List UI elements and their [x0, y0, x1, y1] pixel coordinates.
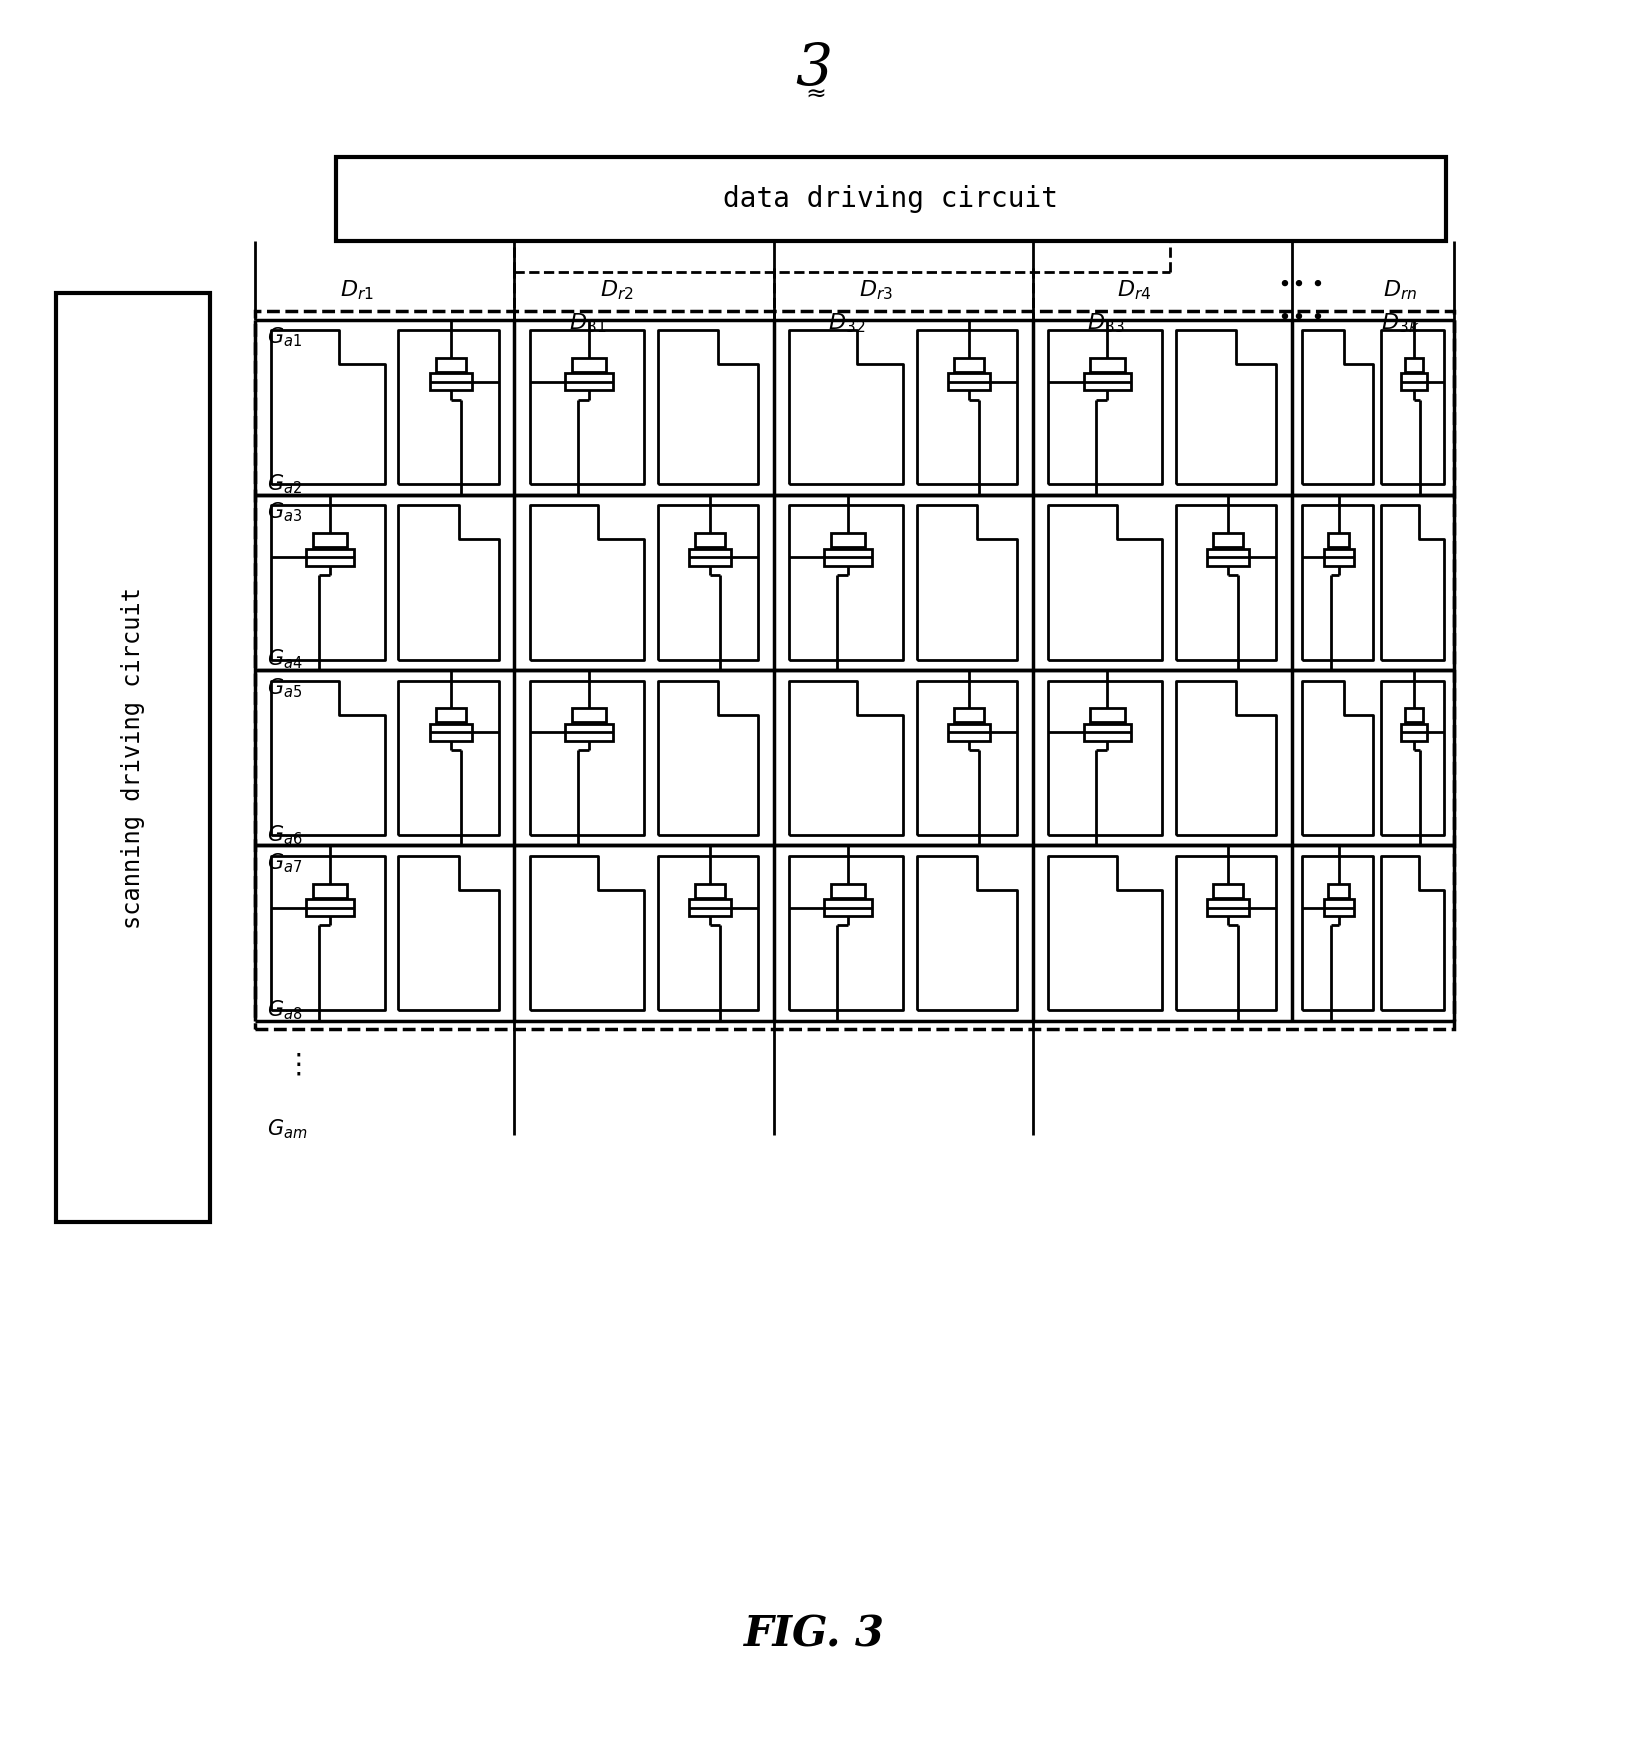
Bar	[947, 724, 990, 741]
Bar	[1084, 724, 1131, 741]
Text: $D_{r1}$: $D_{r1}$	[340, 278, 374, 301]
Text: $G_{a5}$: $G_{a5}$	[267, 676, 301, 699]
Bar	[337, 157, 1446, 241]
Bar	[689, 549, 731, 565]
Text: $D_{r3}$: $D_{r3}$	[858, 278, 892, 301]
Bar	[1206, 900, 1249, 916]
Text: $D_{rn}$: $D_{rn}$	[1384, 278, 1418, 301]
Text: $G_{a3}$: $G_{a3}$	[267, 500, 301, 525]
Text: data driving circuit: data driving circuit	[723, 185, 1058, 213]
Bar	[565, 724, 614, 741]
Bar	[1213, 884, 1244, 898]
Text: $G_{am}$: $G_{am}$	[267, 1118, 308, 1141]
Bar	[1091, 708, 1125, 722]
Text: 3: 3	[796, 41, 832, 97]
Bar	[571, 708, 606, 722]
Text: $\vdots$: $\vdots$	[283, 1051, 301, 1078]
Text: $D_{3k}$: $D_{3k}$	[1381, 312, 1420, 335]
Text: $\approx$: $\approx$	[801, 83, 827, 106]
Text: $G_{a4}$: $G_{a4}$	[267, 648, 303, 671]
Bar	[1324, 900, 1353, 916]
Bar	[306, 900, 353, 916]
Bar	[565, 373, 614, 391]
Text: $D_{32}$: $D_{32}$	[827, 312, 864, 335]
Text: scanning driving circuit: scanning driving circuit	[120, 586, 145, 928]
Bar	[1328, 534, 1350, 548]
Bar	[1206, 549, 1249, 565]
Bar	[430, 373, 472, 391]
Bar	[689, 900, 731, 916]
Text: $G_{a2}$: $G_{a2}$	[267, 472, 301, 497]
Text: $\bullet\!\bullet\!\bullet$: $\bullet\!\bullet\!\bullet$	[1276, 306, 1324, 326]
Bar	[55, 294, 210, 1222]
Text: $D_{33}$: $D_{33}$	[1088, 312, 1125, 335]
Bar	[313, 884, 347, 898]
Text: FIG. 3: FIG. 3	[744, 1613, 884, 1655]
Bar	[695, 884, 724, 898]
Text: $G_{a6}$: $G_{a6}$	[267, 822, 303, 847]
Text: $G_{a1}$: $G_{a1}$	[267, 326, 301, 349]
Bar	[1405, 357, 1423, 372]
Text: $D_{r2}$: $D_{r2}$	[599, 278, 633, 301]
Bar	[954, 357, 983, 372]
Bar	[824, 900, 873, 916]
Bar	[695, 534, 724, 548]
Bar	[1213, 534, 1244, 548]
Bar	[1400, 724, 1428, 741]
Text: $G_{a7}$: $G_{a7}$	[267, 851, 301, 875]
Bar	[436, 357, 466, 372]
Bar	[436, 708, 466, 722]
Text: $D_{31}$: $D_{31}$	[568, 312, 606, 335]
Bar	[824, 549, 873, 565]
Bar	[1084, 373, 1131, 391]
Bar	[256, 312, 1454, 1030]
Bar	[313, 534, 347, 548]
Bar	[832, 884, 866, 898]
Bar	[947, 373, 990, 391]
Bar	[1328, 884, 1350, 898]
Text: $G_{a8}$: $G_{a8}$	[267, 998, 301, 1021]
Bar	[1400, 373, 1428, 391]
Bar	[306, 549, 353, 565]
Bar	[571, 357, 606, 372]
Text: $\bullet\!\bullet\!\bullet$: $\bullet\!\bullet\!\bullet$	[1276, 273, 1324, 292]
Bar	[1324, 549, 1353, 565]
Bar	[1405, 708, 1423, 722]
Bar	[430, 724, 472, 741]
Bar	[954, 708, 983, 722]
Bar	[832, 534, 866, 548]
Text: $D_{r4}$: $D_{r4}$	[1117, 278, 1153, 301]
Bar	[1091, 357, 1125, 372]
